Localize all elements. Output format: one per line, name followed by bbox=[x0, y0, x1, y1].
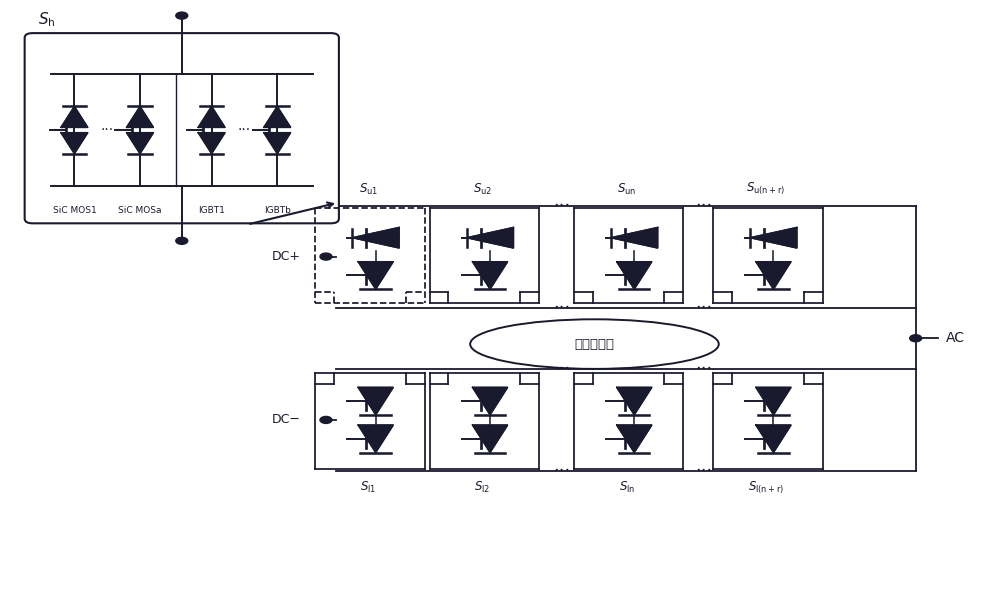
Text: ···: ··· bbox=[695, 462, 712, 480]
Text: $S_{\mathrm{u2}}$: $S_{\mathrm{u2}}$ bbox=[473, 182, 492, 197]
Polygon shape bbox=[472, 425, 508, 452]
Polygon shape bbox=[61, 133, 88, 154]
Polygon shape bbox=[467, 227, 513, 248]
Polygon shape bbox=[264, 107, 291, 127]
Text: 中央控制器: 中央控制器 bbox=[574, 337, 614, 350]
Polygon shape bbox=[352, 227, 399, 248]
Text: ···: ··· bbox=[695, 197, 712, 214]
Text: $S_{\mathrm{ln}}$: $S_{\mathrm{ln}}$ bbox=[619, 479, 635, 495]
Polygon shape bbox=[472, 262, 508, 289]
Polygon shape bbox=[127, 107, 153, 127]
Polygon shape bbox=[198, 133, 225, 154]
Polygon shape bbox=[750, 227, 797, 248]
Polygon shape bbox=[617, 262, 652, 289]
Text: IGBTb: IGBTb bbox=[264, 206, 291, 214]
Text: $S_{\mathrm{l(n+r)}}$: $S_{\mathrm{l(n+r)}}$ bbox=[748, 479, 784, 496]
Polygon shape bbox=[198, 107, 225, 127]
Text: $S_{\mathrm{u(n+r)}}$: $S_{\mathrm{u(n+r)}}$ bbox=[746, 180, 785, 197]
Text: AC: AC bbox=[946, 331, 965, 345]
Text: DC−: DC− bbox=[271, 413, 300, 426]
Text: DC+: DC+ bbox=[271, 250, 300, 263]
Polygon shape bbox=[756, 388, 791, 415]
Polygon shape bbox=[472, 388, 508, 415]
Polygon shape bbox=[756, 262, 791, 289]
Circle shape bbox=[910, 335, 922, 342]
Circle shape bbox=[176, 12, 188, 19]
FancyBboxPatch shape bbox=[25, 33, 339, 223]
Text: ···: ··· bbox=[238, 123, 251, 137]
Text: ···: ··· bbox=[101, 123, 114, 137]
Text: SiC MOS1: SiC MOS1 bbox=[53, 206, 96, 214]
Text: $S_{\mathrm{un}}$: $S_{\mathrm{un}}$ bbox=[617, 182, 636, 197]
Polygon shape bbox=[611, 227, 658, 248]
Text: ···: ··· bbox=[554, 462, 571, 480]
Polygon shape bbox=[358, 388, 393, 415]
Polygon shape bbox=[358, 425, 393, 452]
Polygon shape bbox=[617, 388, 652, 415]
Text: ···: ··· bbox=[695, 360, 712, 378]
Circle shape bbox=[320, 253, 332, 260]
Polygon shape bbox=[264, 133, 291, 154]
Polygon shape bbox=[756, 425, 791, 452]
Text: $S_{\mathrm{h}}$: $S_{\mathrm{h}}$ bbox=[38, 11, 55, 29]
Text: $S_{\mathrm{u1}}$: $S_{\mathrm{u1}}$ bbox=[359, 182, 378, 197]
Text: ···: ··· bbox=[554, 299, 571, 316]
Text: SiC MOSa: SiC MOSa bbox=[118, 206, 162, 214]
Text: $S_{\mathrm{l2}}$: $S_{\mathrm{l2}}$ bbox=[474, 479, 491, 495]
Text: ···: ··· bbox=[554, 360, 571, 378]
Circle shape bbox=[176, 237, 188, 244]
Polygon shape bbox=[617, 425, 652, 452]
Polygon shape bbox=[127, 133, 153, 154]
Text: $S_{\mathrm{l1}}$: $S_{\mathrm{l1}}$ bbox=[360, 479, 376, 495]
Text: IGBT1: IGBT1 bbox=[198, 206, 225, 214]
Polygon shape bbox=[358, 262, 393, 289]
Text: ···: ··· bbox=[554, 197, 571, 214]
Circle shape bbox=[320, 416, 332, 423]
Polygon shape bbox=[61, 107, 88, 127]
Text: ···: ··· bbox=[695, 299, 712, 316]
